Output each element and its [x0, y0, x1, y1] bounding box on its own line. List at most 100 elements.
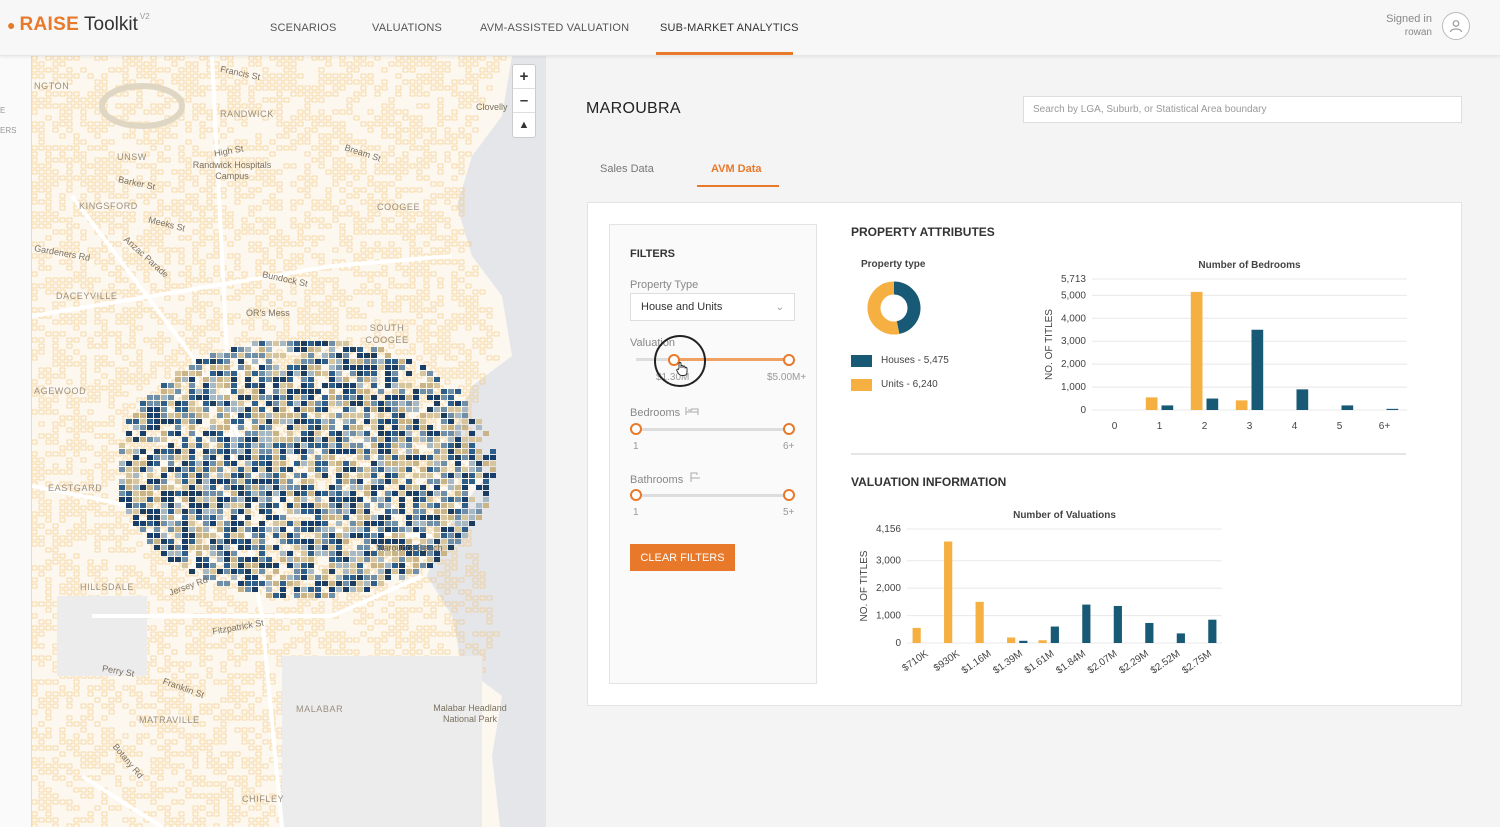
app-logo[interactable]: ● RAISE Toolkit V2 [7, 12, 150, 36]
map-parcel [101, 685, 108, 691]
map-parcel [255, 187, 262, 193]
map-parcel [262, 295, 269, 301]
map-parcel [472, 571, 479, 577]
map-parcel [45, 625, 52, 631]
map-parcel [416, 91, 423, 97]
map-parcel [52, 343, 59, 349]
valuation-parcel [287, 413, 293, 418]
map-parcel [318, 643, 325, 649]
map-parcel [59, 247, 66, 253]
map-parcel [32, 385, 38, 391]
map-parcel [38, 265, 45, 271]
map-parcel [129, 307, 136, 313]
map-parcel [192, 805, 199, 811]
map-parcel [59, 313, 66, 319]
map-parcel [255, 217, 262, 223]
map-parcel [87, 91, 94, 97]
map-parcel [185, 193, 192, 199]
map-parcel [437, 595, 444, 601]
map-parcel [290, 517, 297, 523]
map-parcel [283, 277, 290, 283]
map-parcel [150, 289, 157, 295]
map-parcel [430, 271, 437, 277]
map-parcel [206, 115, 213, 121]
map-parcel [38, 259, 45, 265]
map-parcel [129, 337, 136, 343]
map-parcel [311, 145, 318, 151]
map-parcel [101, 457, 108, 463]
map-canvas[interactable] [32, 56, 546, 827]
map-parcel [101, 163, 108, 169]
valuation-parcel [364, 377, 370, 382]
valuation-parcel [427, 377, 433, 382]
map-parcel [115, 751, 122, 757]
map-parcel [332, 313, 339, 319]
map-parcel [416, 79, 423, 85]
nav-scenarios[interactable]: SCENARIOS [270, 22, 337, 34]
map-parcel [171, 73, 178, 79]
map-parcel [80, 355, 87, 361]
map-parcel [311, 289, 318, 295]
map-parcel [143, 247, 150, 253]
map-parcel [45, 583, 52, 589]
map-view[interactable]: NGTON RANDWICK Clovelly UNSW Randwick Ho… [32, 56, 546, 827]
valuation-parcel [245, 353, 251, 358]
map-parcel [38, 145, 45, 151]
map-parcel [129, 817, 136, 823]
map-parcel [451, 607, 458, 613]
map-parcel [157, 361, 164, 367]
map-parcel [171, 199, 178, 205]
map-parcel [255, 109, 262, 115]
map-parcel [206, 193, 213, 199]
map-parcel [430, 331, 437, 337]
map-parcel [178, 283, 185, 289]
nav-avm-assisted-valuation[interactable]: AVM-ASSISTED VALUATION [480, 22, 630, 34]
map-parcel [402, 337, 409, 343]
map-parcel [318, 301, 325, 307]
valuation-parcel [154, 419, 160, 424]
valuation-parcel [280, 407, 286, 412]
map-parcel [143, 259, 150, 265]
map-parcel [262, 709, 269, 715]
map-parcel [367, 145, 374, 151]
map-parcel [80, 703, 87, 709]
avatar[interactable] [1442, 12, 1470, 40]
map-parcel [115, 589, 122, 595]
map-parcel [241, 811, 248, 817]
map-parcel [437, 85, 444, 91]
map-parcel [472, 343, 479, 349]
valuation-parcel [224, 359, 230, 364]
map-parcel [185, 769, 192, 775]
valuation-parcel [175, 419, 181, 424]
map-parcel [227, 295, 234, 301]
map-parcel [80, 379, 87, 385]
map-parcel [66, 337, 73, 343]
map-parcel [304, 247, 311, 253]
map-parcel [297, 139, 304, 145]
map-parcel [248, 679, 255, 685]
map-parcel [360, 343, 367, 349]
map-parcel [283, 337, 290, 343]
map-parcel [52, 277, 59, 283]
map-parcel [157, 685, 164, 691]
map-parcel [192, 817, 199, 823]
map-parcel [255, 163, 262, 169]
map-parcel [430, 181, 437, 187]
valuation-parcel [308, 341, 314, 346]
map-parcel [94, 385, 101, 391]
nav-valuations[interactable]: VALUATIONS [372, 22, 443, 34]
map-parcel [94, 721, 101, 727]
map-parcel [353, 223, 360, 229]
nav-sub-market-analytics[interactable]: SUB-MARKET ANALYTICS [660, 22, 799, 34]
valuation-parcel [308, 395, 314, 400]
map-parcel [185, 217, 192, 223]
map-parcel [234, 781, 241, 787]
map-parcel [38, 625, 45, 631]
map-parcel [227, 787, 234, 793]
map-parcel [325, 277, 332, 283]
map-parcel [213, 313, 220, 319]
map-parcel [402, 595, 409, 601]
map-parcel [381, 133, 388, 139]
map-parcel [360, 151, 367, 157]
map-parcel [87, 337, 94, 343]
